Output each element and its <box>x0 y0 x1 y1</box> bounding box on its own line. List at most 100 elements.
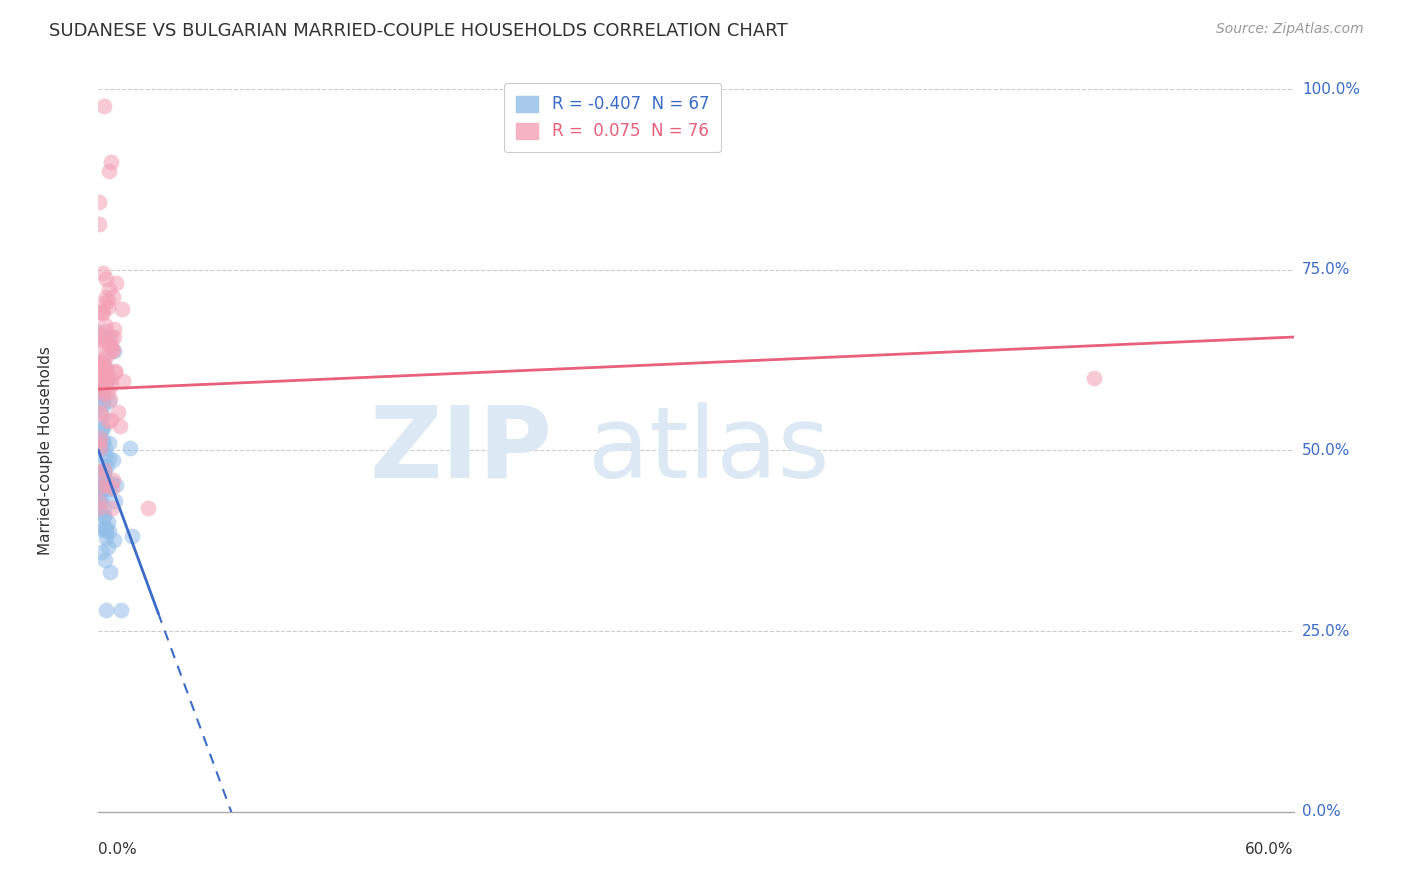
Point <box>96 481 118 495</box>
Point <box>97 330 120 344</box>
Point <box>94 362 117 376</box>
Point <box>104 494 127 508</box>
Point <box>93 501 115 516</box>
Text: Source: ZipAtlas.com: Source: ZipAtlas.com <box>1216 22 1364 37</box>
Point <box>93 296 115 310</box>
Point <box>100 372 122 386</box>
Point <box>101 501 124 516</box>
Point <box>87 501 110 516</box>
Point <box>93 509 115 524</box>
Point <box>97 372 120 386</box>
Point <box>103 344 125 359</box>
Point <box>118 441 141 455</box>
Point <box>90 356 112 370</box>
Point <box>89 436 111 450</box>
Point <box>90 354 112 368</box>
Point <box>97 394 120 409</box>
Point <box>101 453 124 467</box>
Point <box>87 305 110 319</box>
Point <box>91 380 114 394</box>
Point <box>97 436 120 450</box>
Point <box>89 475 111 489</box>
Point <box>91 480 114 494</box>
Point <box>103 330 125 344</box>
Point <box>103 343 125 358</box>
Point <box>108 418 131 433</box>
Text: 60.0%: 60.0% <box>1246 842 1294 857</box>
Point <box>97 301 120 315</box>
Point <box>93 508 115 523</box>
Point <box>91 398 114 412</box>
Point <box>96 532 118 546</box>
Point <box>91 267 114 281</box>
Point <box>101 475 124 490</box>
Point <box>101 344 124 359</box>
Point <box>136 501 159 516</box>
Point <box>98 565 121 579</box>
Point <box>94 450 117 464</box>
Point <box>94 524 117 538</box>
Point <box>93 334 115 348</box>
Point <box>94 318 117 332</box>
Point <box>89 356 111 370</box>
Text: 0.0%: 0.0% <box>1302 805 1340 819</box>
Point <box>94 363 117 377</box>
Legend: R = -0.407  N = 67, R =  0.075  N = 76: R = -0.407 N = 67, R = 0.075 N = 76 <box>503 83 721 152</box>
Point <box>91 545 114 559</box>
Point <box>89 339 111 353</box>
Point <box>96 521 118 535</box>
Point <box>100 482 122 496</box>
Point <box>89 492 111 507</box>
Point <box>103 322 125 336</box>
Point <box>90 379 112 393</box>
Point <box>89 505 111 519</box>
Point <box>105 276 128 290</box>
Point <box>97 414 120 428</box>
Point <box>87 384 110 399</box>
Point <box>107 405 129 419</box>
Point <box>90 423 112 437</box>
Point <box>104 364 127 378</box>
Point <box>96 360 118 375</box>
Point <box>111 374 134 388</box>
Point <box>97 384 120 399</box>
Point <box>87 458 110 473</box>
Point <box>105 477 128 491</box>
Point <box>90 421 112 435</box>
Point <box>93 387 115 401</box>
Point <box>93 441 115 455</box>
Point <box>91 468 114 483</box>
Point <box>93 521 115 535</box>
Text: SUDANESE VS BULGARIAN MARRIED-COUPLE HOUSEHOLDS CORRELATION CHART: SUDANESE VS BULGARIAN MARRIED-COUPLE HOU… <box>49 22 787 40</box>
Point <box>104 365 127 379</box>
Text: 50.0%: 50.0% <box>1302 443 1350 458</box>
Text: 100.0%: 100.0% <box>1302 82 1360 96</box>
Point <box>89 441 111 455</box>
Text: 75.0%: 75.0% <box>1302 262 1350 277</box>
Point <box>91 433 114 447</box>
Point <box>93 99 115 113</box>
Point <box>94 553 117 567</box>
Point <box>98 392 121 407</box>
Point <box>89 407 111 421</box>
Point <box>101 290 124 304</box>
Point <box>89 484 111 499</box>
Point <box>98 483 121 497</box>
Point <box>93 304 115 318</box>
Point <box>111 302 134 317</box>
Point <box>90 370 112 384</box>
Text: 0.0%: 0.0% <box>98 842 138 857</box>
Text: atlas: atlas <box>589 402 830 499</box>
Point <box>110 602 132 616</box>
Point <box>87 495 110 509</box>
Point <box>91 393 114 408</box>
Point <box>91 434 114 449</box>
Point <box>1083 371 1105 385</box>
Point <box>94 376 117 390</box>
Point <box>97 450 120 465</box>
Point <box>89 479 111 493</box>
Point <box>89 357 111 371</box>
Point <box>96 459 118 474</box>
Point <box>100 412 122 426</box>
Point <box>89 404 111 418</box>
